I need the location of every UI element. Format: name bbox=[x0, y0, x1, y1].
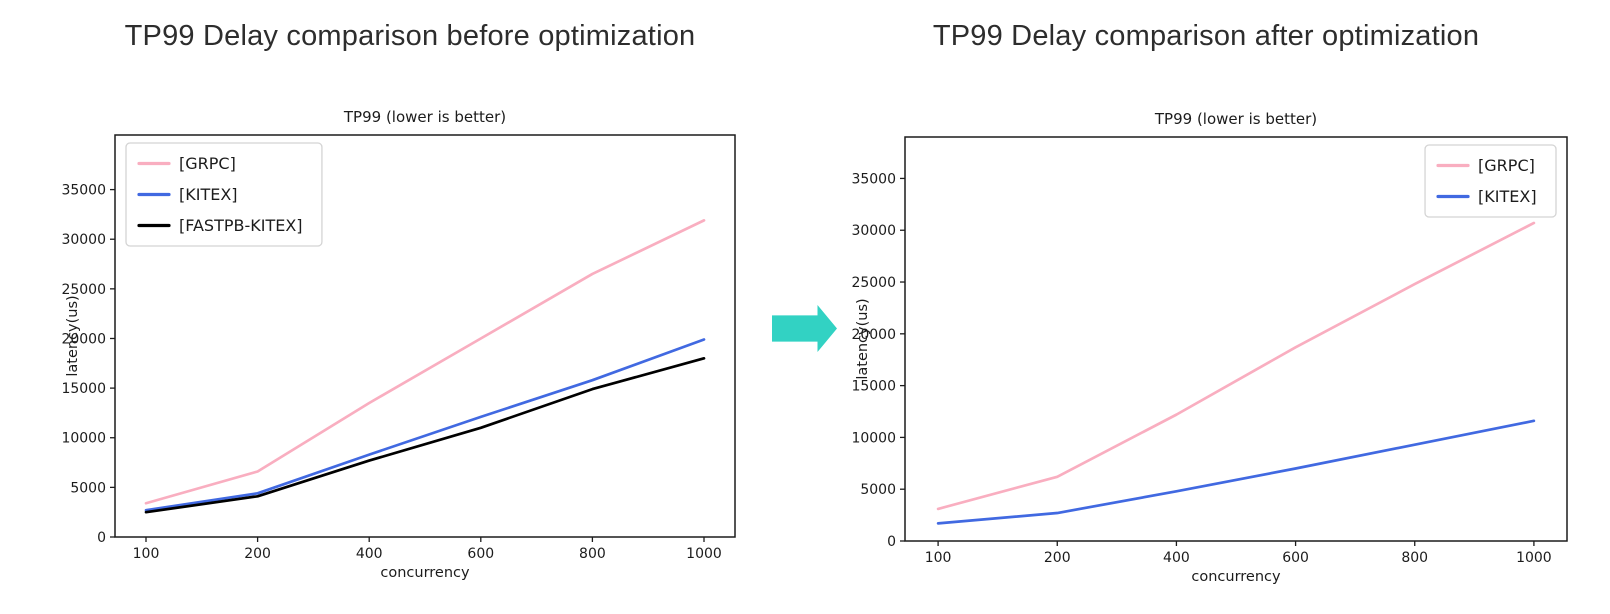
y-axis-label: latency(us) bbox=[855, 298, 871, 379]
y-axis-tick-label: 35000 bbox=[851, 171, 896, 187]
y-axis-tick-label: 5000 bbox=[70, 480, 106, 496]
right-arrow-icon bbox=[772, 305, 837, 352]
legend-label-grpc: [GRPC] bbox=[179, 154, 236, 173]
x-axis-tick-label: 100 bbox=[133, 546, 160, 562]
x-axis-tick-label: 200 bbox=[1044, 550, 1071, 566]
x-axis-tick-label: 1000 bbox=[1516, 550, 1552, 566]
series-line-kitex bbox=[936, 419, 1536, 525]
x-axis-tick-label: 800 bbox=[1401, 550, 1428, 566]
x-axis-label: concurrency bbox=[380, 565, 470, 581]
series-line-fastpb-kitex bbox=[144, 356, 706, 514]
after-optimization-line-chart: 0 5000 10000 15000 20000 25000 30000 35000 100 20… bbox=[851, 110, 1568, 585]
y-axis-tick-label: 0 bbox=[97, 530, 106, 546]
series-line-kitex bbox=[144, 338, 706, 512]
chart-root: 0 5000 10000 15000 20000 25000 30000 35000 100 20… bbox=[851, 110, 1568, 585]
y-axis-tick-label: 15000 bbox=[61, 381, 106, 397]
chart-title: TP99 (lower is better) bbox=[1154, 110, 1317, 128]
x-axis-tick-label: 400 bbox=[356, 546, 383, 562]
series-line-grpc bbox=[936, 221, 1536, 511]
y-axis-label: latency(us) bbox=[65, 295, 81, 376]
legend-box bbox=[125, 142, 323, 247]
y-axis-tick-label: 15000 bbox=[851, 379, 896, 395]
plot-frame bbox=[904, 136, 1568, 542]
y-axis-tick-label: 30000 bbox=[61, 232, 106, 248]
x-axis-tick-label: 400 bbox=[1163, 550, 1190, 566]
y-axis-tick-label: 20000 bbox=[851, 327, 896, 343]
chart-title: TP99 (lower is better) bbox=[343, 108, 506, 126]
y-axis-tick-label: 35000 bbox=[61, 183, 106, 199]
x-axis-label: concurrency bbox=[1191, 569, 1281, 585]
y-axis-tick-label: 20000 bbox=[61, 331, 106, 347]
x-axis-tick-label: 1000 bbox=[686, 546, 722, 562]
y-axis-tick-label: 10000 bbox=[851, 430, 896, 446]
plot-frame bbox=[114, 134, 736, 538]
x-axis-tick-label: 600 bbox=[1282, 550, 1309, 566]
after-chart-heading: TP99 Delay comparison after optimization bbox=[932, 20, 1480, 52]
x-axis-tick-label: 100 bbox=[925, 550, 952, 566]
x-axis-tick-label: 800 bbox=[579, 546, 606, 562]
series-line-grpc bbox=[144, 219, 706, 505]
legend-box bbox=[1424, 144, 1557, 218]
y-axis-tick-label: 25000 bbox=[61, 282, 106, 298]
x-axis-tick-label: 600 bbox=[467, 546, 494, 562]
chart-root: 0 5000 10000 15000 20000 25000 30000 35000 100 20… bbox=[61, 108, 736, 581]
legend-label-kitex: [KITEX] bbox=[1478, 187, 1537, 206]
legend-label-fastpb-kitex: [FASTPB-KITEX] bbox=[179, 216, 303, 235]
y-axis-tick-label: 5000 bbox=[860, 482, 896, 498]
legend-label-grpc: [GRPC] bbox=[1478, 156, 1535, 175]
before-optimization-line-chart: 0 5000 10000 15000 20000 25000 30000 35000 100 20… bbox=[61, 108, 736, 581]
legend: [GRPC] [KITEX] bbox=[1424, 144, 1557, 218]
y-axis-tick-label: 25000 bbox=[851, 275, 896, 291]
y-axis-tick-label: 30000 bbox=[851, 223, 896, 239]
legend: [GRPC] [KITEX] [FASTPB-KITEX] bbox=[125, 142, 323, 247]
y-axis-tick-label: 10000 bbox=[61, 431, 106, 447]
x-axis-tick-label: 200 bbox=[244, 546, 271, 562]
before-chart-heading: TP99 Delay comparison before optimizatio… bbox=[124, 20, 696, 52]
legend-label-kitex: [KITEX] bbox=[179, 185, 238, 204]
y-axis-tick-label: 0 bbox=[887, 534, 896, 550]
